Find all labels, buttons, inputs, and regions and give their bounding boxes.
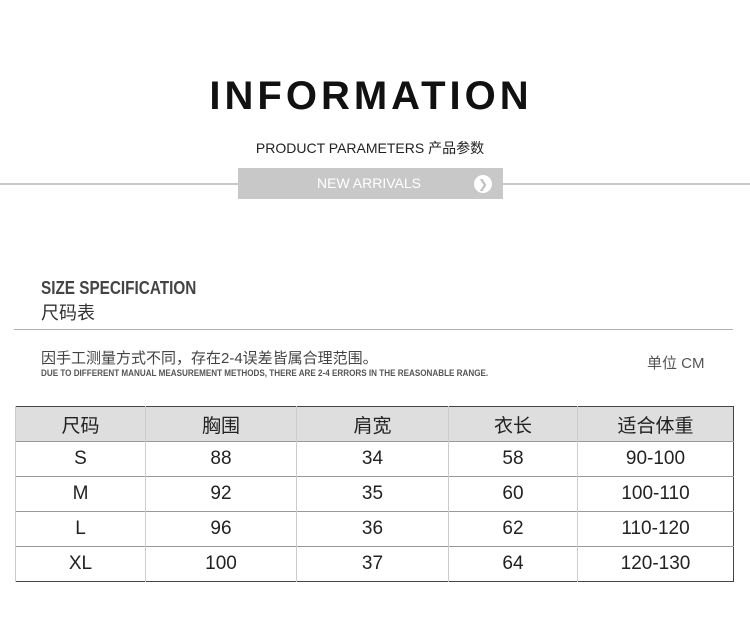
page-title: INFORMATION (209, 74, 533, 118)
table-cell: 100 (145, 546, 297, 582)
table-cell: 90-100 (577, 441, 734, 477)
column-header: 胸围 (145, 406, 297, 442)
table-cell: 34 (296, 441, 449, 477)
unit-label: 单位 CM (647, 355, 705, 372)
table-row: S 88 34 58 90-100 (15, 441, 734, 477)
new-arrivals-banner[interactable]: NEW ARRIVALS ❯ (238, 168, 503, 199)
column-header: 适合体重 (577, 406, 734, 442)
table-cell: 120-130 (577, 546, 734, 582)
section-title-cn: 尺码表 (41, 303, 95, 323)
table-cell: M (15, 476, 146, 512)
table-row: L 96 36 62 110-120 (15, 511, 734, 547)
section-title-en: SIZE SPECIFICATION (41, 278, 197, 298)
table-cell: 62 (448, 511, 578, 547)
banner-label: NEW ARRIVALS (317, 175, 421, 191)
size-table: 尺码 胸围 肩宽 衣长 适合体重 S 88 34 58 90-100 M 92 35 60 100-110… (15, 406, 734, 582)
table-cell: 100-110 (577, 476, 734, 512)
column-header: 尺码 (15, 406, 146, 442)
table-cell: 37 (296, 546, 449, 582)
table-cell: 96 (145, 511, 297, 547)
table-cell: L (15, 511, 146, 547)
table-row: M 92 35 60 100-110 (15, 476, 734, 512)
section-divider (14, 329, 733, 330)
column-header: 衣长 (448, 406, 578, 442)
arrow-right-circle-icon: ❯ (474, 175, 492, 193)
table-cell: 92 (145, 476, 297, 512)
table-cell: 88 (145, 441, 297, 477)
divider-right (503, 183, 750, 185)
table-cell: 64 (448, 546, 578, 582)
table-header-row: 尺码 胸围 肩宽 衣长 适合体重 (15, 406, 734, 442)
note-cn: 因手工测量方式不同，存在2-4误差皆属合理范围。 (41, 350, 378, 367)
table-cell: 58 (448, 441, 578, 477)
table-cell: 60 (448, 476, 578, 512)
table-cell: XL (15, 546, 146, 582)
table-row: XL 100 37 64 120-130 (15, 546, 734, 582)
divider-left (0, 183, 238, 185)
table-cell: 36 (296, 511, 449, 547)
table-cell: 35 (296, 476, 449, 512)
column-header: 肩宽 (296, 406, 449, 442)
table-cell: 110-120 (577, 511, 734, 547)
page-subtitle: PRODUCT PARAMETERS 产品参数 (255, 140, 485, 156)
table-cell: S (15, 441, 146, 477)
note-en: DUE TO DIFFERENT MANUAL MEASUREMENT METH… (41, 368, 489, 378)
